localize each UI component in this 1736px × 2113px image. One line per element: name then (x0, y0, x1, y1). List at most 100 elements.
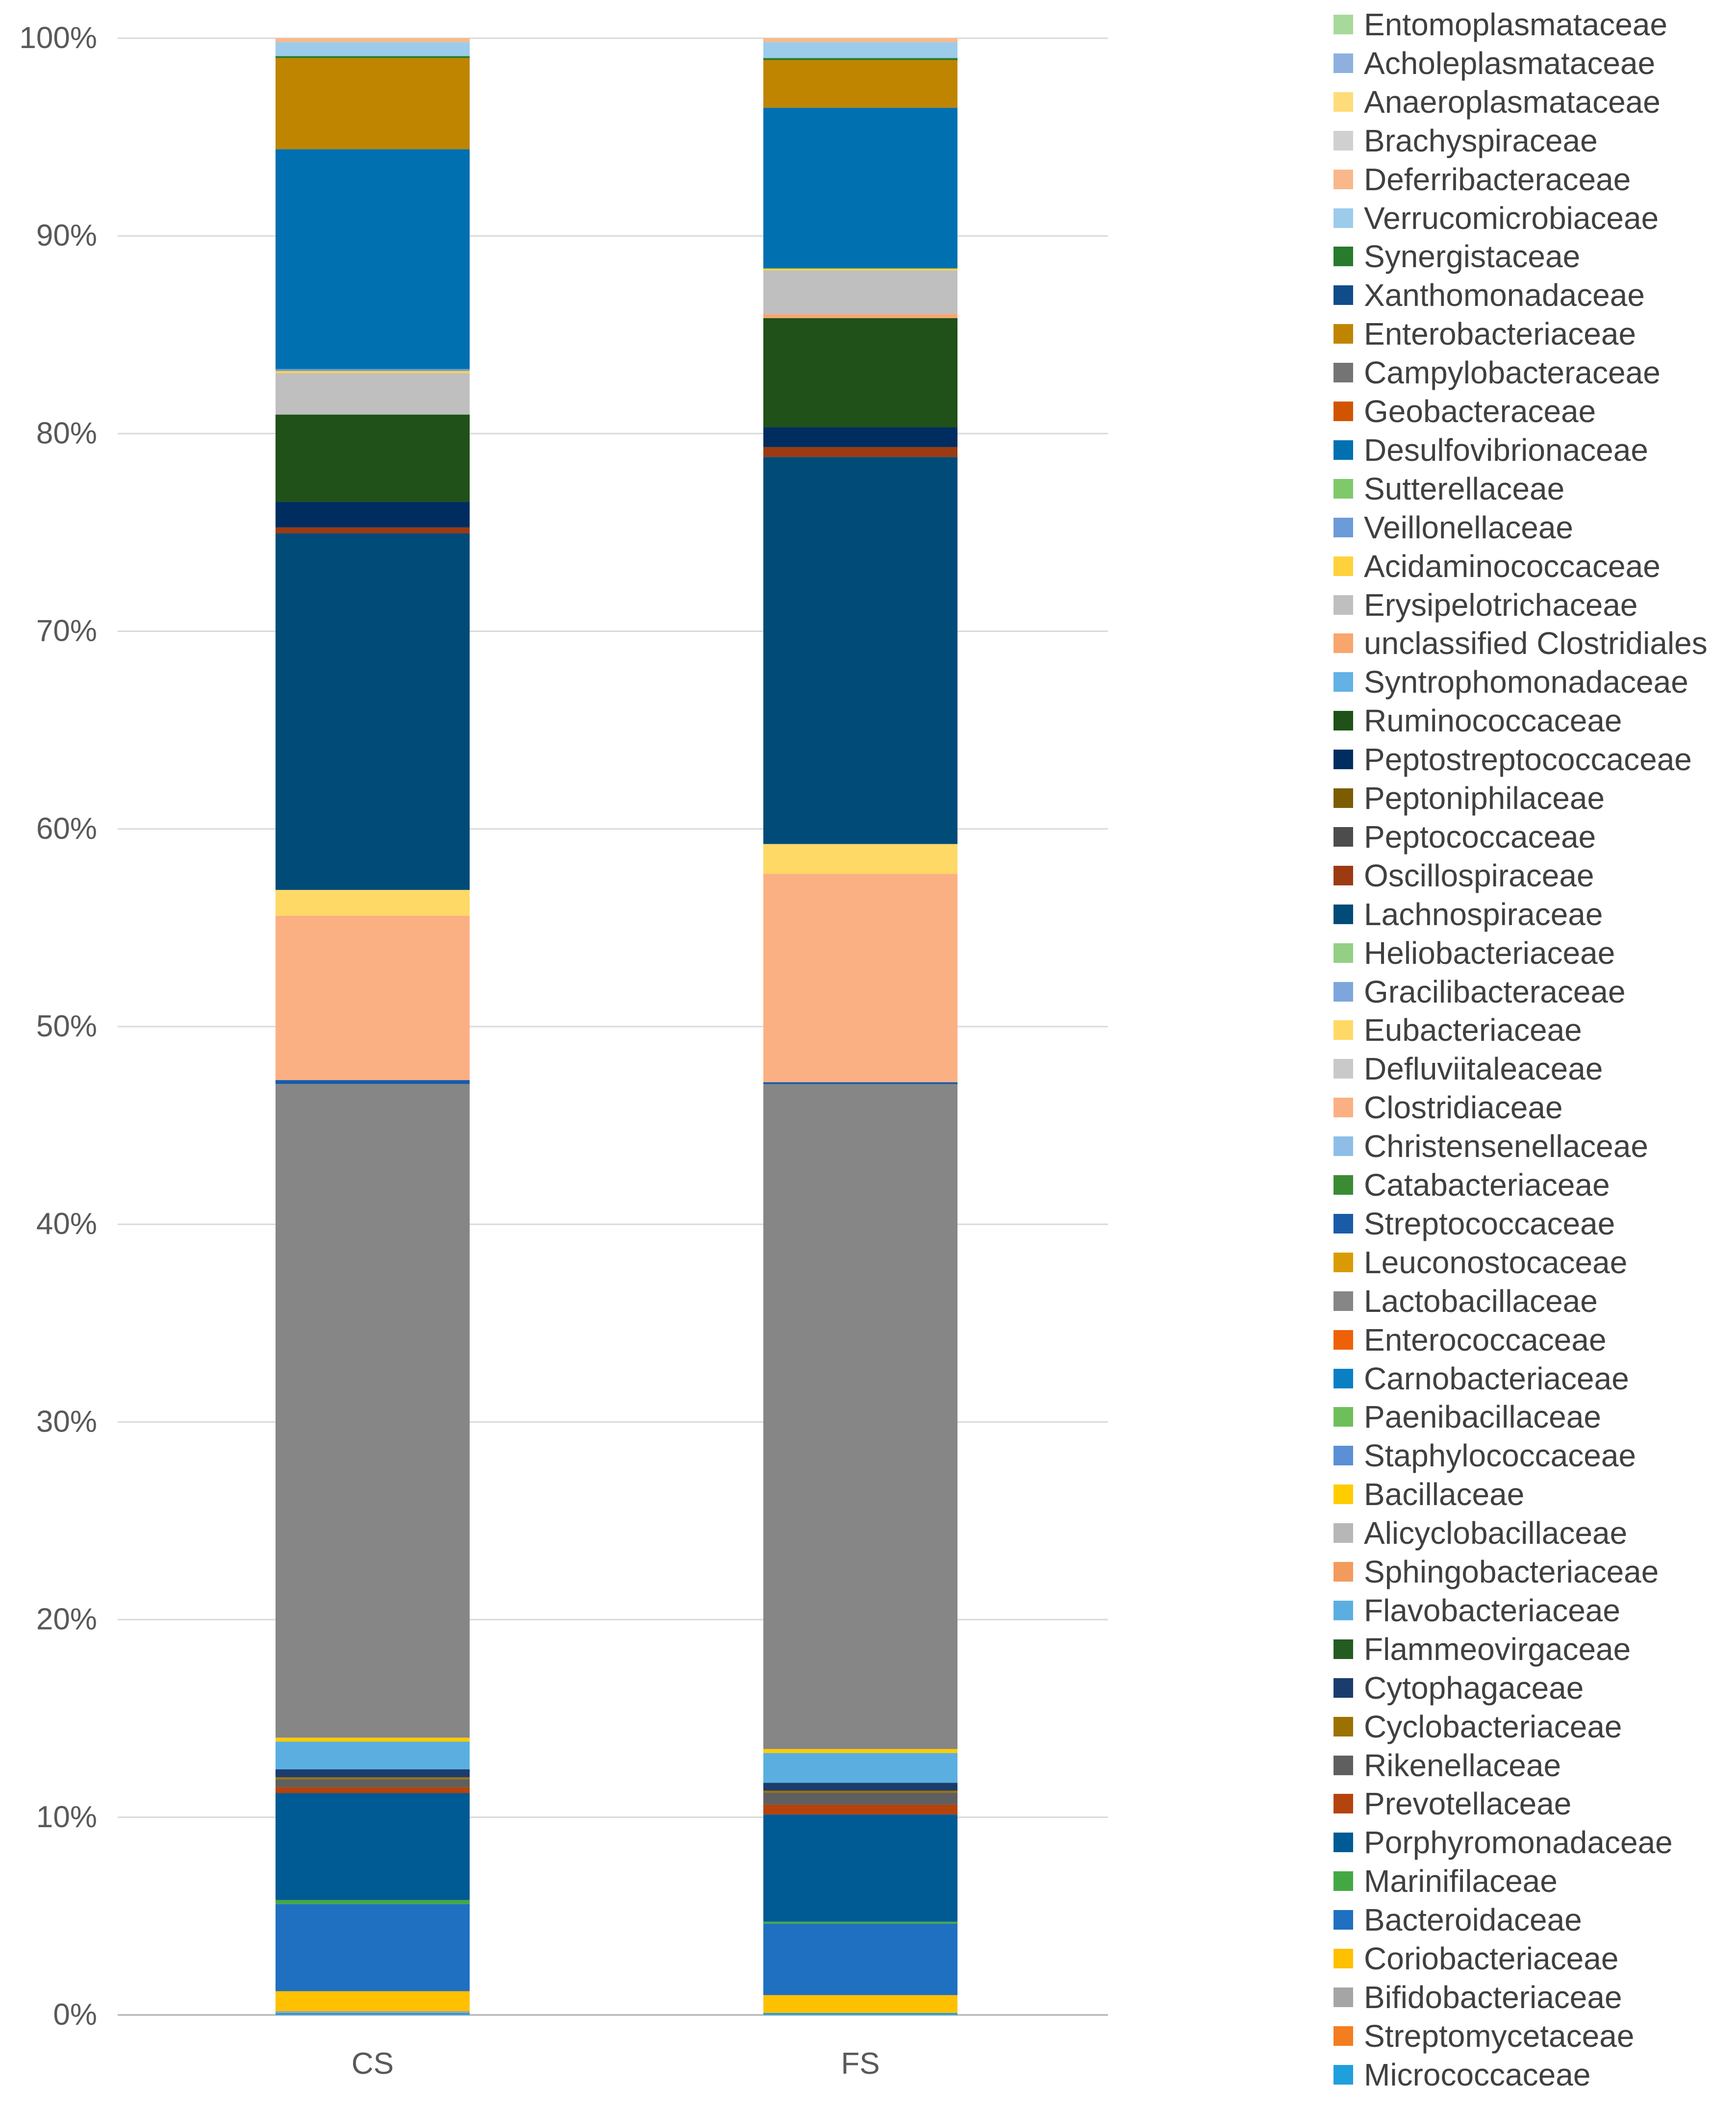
legend-item: Alicyclobacillaceae (1333, 1517, 1627, 1549)
bar-segment (763, 318, 957, 428)
legend-label: Peptostreptococcaceae (1364, 742, 1692, 778)
legend-swatch (1333, 1368, 1353, 1388)
legend-item: Peptostreptococcaceae (1333, 742, 1692, 778)
legend-swatch (1333, 1987, 1353, 2007)
legend-item: Coriobacteriaceae (1333, 1941, 1619, 1976)
legend-label: Veillonellaceae (1364, 509, 1573, 545)
legend-item: Micrococcaceae (1333, 2057, 1591, 2092)
bar-segment (763, 38, 957, 43)
bar-segment (763, 107, 957, 269)
bars (276, 38, 957, 2015)
bar-segment (763, 270, 957, 314)
bar-segment (763, 314, 957, 318)
bar-segment (276, 1779, 470, 1787)
legend-label: Lactobacillaceae (1364, 1283, 1598, 1319)
legend-label: Flammeovirgaceae (1364, 1631, 1631, 1667)
legend-item: Verrucomicrobiaceae (1333, 202, 1659, 234)
legend-swatch (1333, 1949, 1353, 1968)
y-tick-label: 70% (36, 614, 97, 648)
legend-item: Flavobacteriaceae (1333, 1595, 1620, 1626)
legend-item: Sphingobacteriaceae (1333, 1556, 1659, 1587)
bar-segment (276, 1080, 470, 1084)
bar-segment (763, 1804, 957, 1815)
legend-label: Clostridiaceae (1364, 1090, 1563, 1126)
legend-swatch (1333, 788, 1353, 808)
bar-segment (276, 915, 470, 1081)
legend-label: Bacillaceae (1364, 1477, 1525, 1512)
legend-label: Catabacteriaceae (1364, 1167, 1610, 1203)
legend-label: Anaeroplasmataceae (1364, 84, 1661, 120)
legend-item: Heliobacteriaceae (1333, 935, 1615, 971)
bar-segment (276, 149, 470, 369)
legend-item: Bacteroidaceae (1333, 1904, 1582, 1936)
legend-swatch (1333, 1794, 1353, 1814)
legend-swatch (1333, 517, 1353, 537)
bar-segment (763, 2012, 957, 2015)
legend-label: Lachnospiraceae (1364, 896, 1603, 932)
legend-label: Bifidobacteriaceae (1364, 1979, 1622, 2015)
legend-swatch (1333, 595, 1353, 615)
x-tick-label: FS (841, 2047, 880, 2081)
y-tick-label: 80% (36, 416, 97, 450)
x-axis-tick-labels: CS FS (352, 2047, 880, 2081)
bar-segment (763, 1749, 957, 1753)
legend-swatch (1333, 402, 1353, 421)
legend-item: Streptococcaceae (1333, 1208, 1615, 1239)
legend-label: Peptococcaceae (1364, 819, 1596, 855)
bar-segment (276, 1904, 470, 1991)
bar-segment (763, 1790, 957, 1793)
legend-item: Erysipelotrichaceae (1333, 589, 1638, 621)
bar-segment (276, 371, 470, 373)
legend-swatch (1333, 1020, 1353, 1040)
legend-label: Peptoniphilaceae (1364, 780, 1605, 816)
legend-item: Defluviitaleaceae (1333, 1053, 1603, 1084)
y-tick-label: 50% (36, 1009, 97, 1043)
legend-swatch (1333, 865, 1353, 885)
legend-swatch (1333, 827, 1353, 847)
bar-segment (276, 373, 470, 415)
legend-swatch (1333, 1716, 1353, 1736)
bar-segment (763, 427, 957, 447)
y-axis-tick-labels: 0% 10% 20% 30% 40% 50% 60% 70% 80% 90% 100% (19, 21, 97, 2032)
legend-swatch (1333, 169, 1353, 189)
bar-segment (276, 1777, 470, 1780)
legend-swatch (1333, 1871, 1353, 1891)
legend-item: Carnobacteriaceae (1333, 1363, 1629, 1394)
legend-label: Heliobacteriaceae (1364, 935, 1615, 971)
legend-item: Deferribacteraceae (1333, 164, 1631, 195)
legend-swatch (1333, 1678, 1353, 1698)
legend-swatch (1333, 711, 1353, 731)
legend-swatch (1333, 2064, 1353, 2085)
legend-swatch (1333, 1600, 1353, 1620)
legend-label: Synergistaceae (1364, 239, 1581, 275)
legend-item: Cytophagaceae (1333, 1672, 1584, 1704)
y-tick-label: 90% (36, 219, 97, 252)
legend-label: Cyclobacteriaceae (1364, 1709, 1622, 1744)
legend-label: Ruminococcaceae (1364, 703, 1622, 739)
legend-swatch (1333, 92, 1353, 112)
bar-segment (276, 1741, 470, 1770)
legend-label: Enterobacteriaceae (1364, 316, 1636, 352)
legend-label: Staphylococcaceae (1364, 1438, 1636, 1474)
legend-item: Acholeplasmataceae (1333, 48, 1655, 79)
legend-label: Micrococcaceae (1364, 2057, 1591, 2092)
bar-segment (276, 1793, 470, 1900)
legend-label: Marinifilaceae (1364, 1863, 1558, 1899)
legend-swatch (1333, 1291, 1353, 1311)
bar-segment (276, 56, 470, 58)
legend-swatch (1333, 943, 1353, 963)
legend-swatch (1333, 672, 1353, 692)
legend-item: Prevotellaceae (1333, 1788, 1571, 1819)
bar-segment (276, 1900, 470, 1904)
bar-segment (763, 447, 957, 457)
legend-label: Acidaminococcaceae (1364, 548, 1661, 584)
y-tick-label: 10% (36, 1800, 97, 1834)
x-tick-label: CS (352, 2047, 394, 2081)
bar-segment (763, 1995, 957, 2013)
legend-label: Coriobacteriaceae (1364, 1941, 1619, 1976)
legend-label: Gracilibacteraceae (1364, 974, 1626, 1009)
legend-item: Synergistaceae (1333, 239, 1581, 275)
bar-segment (763, 1792, 957, 1805)
bar-segment (276, 527, 470, 534)
y-tick-label: 40% (36, 1207, 97, 1241)
